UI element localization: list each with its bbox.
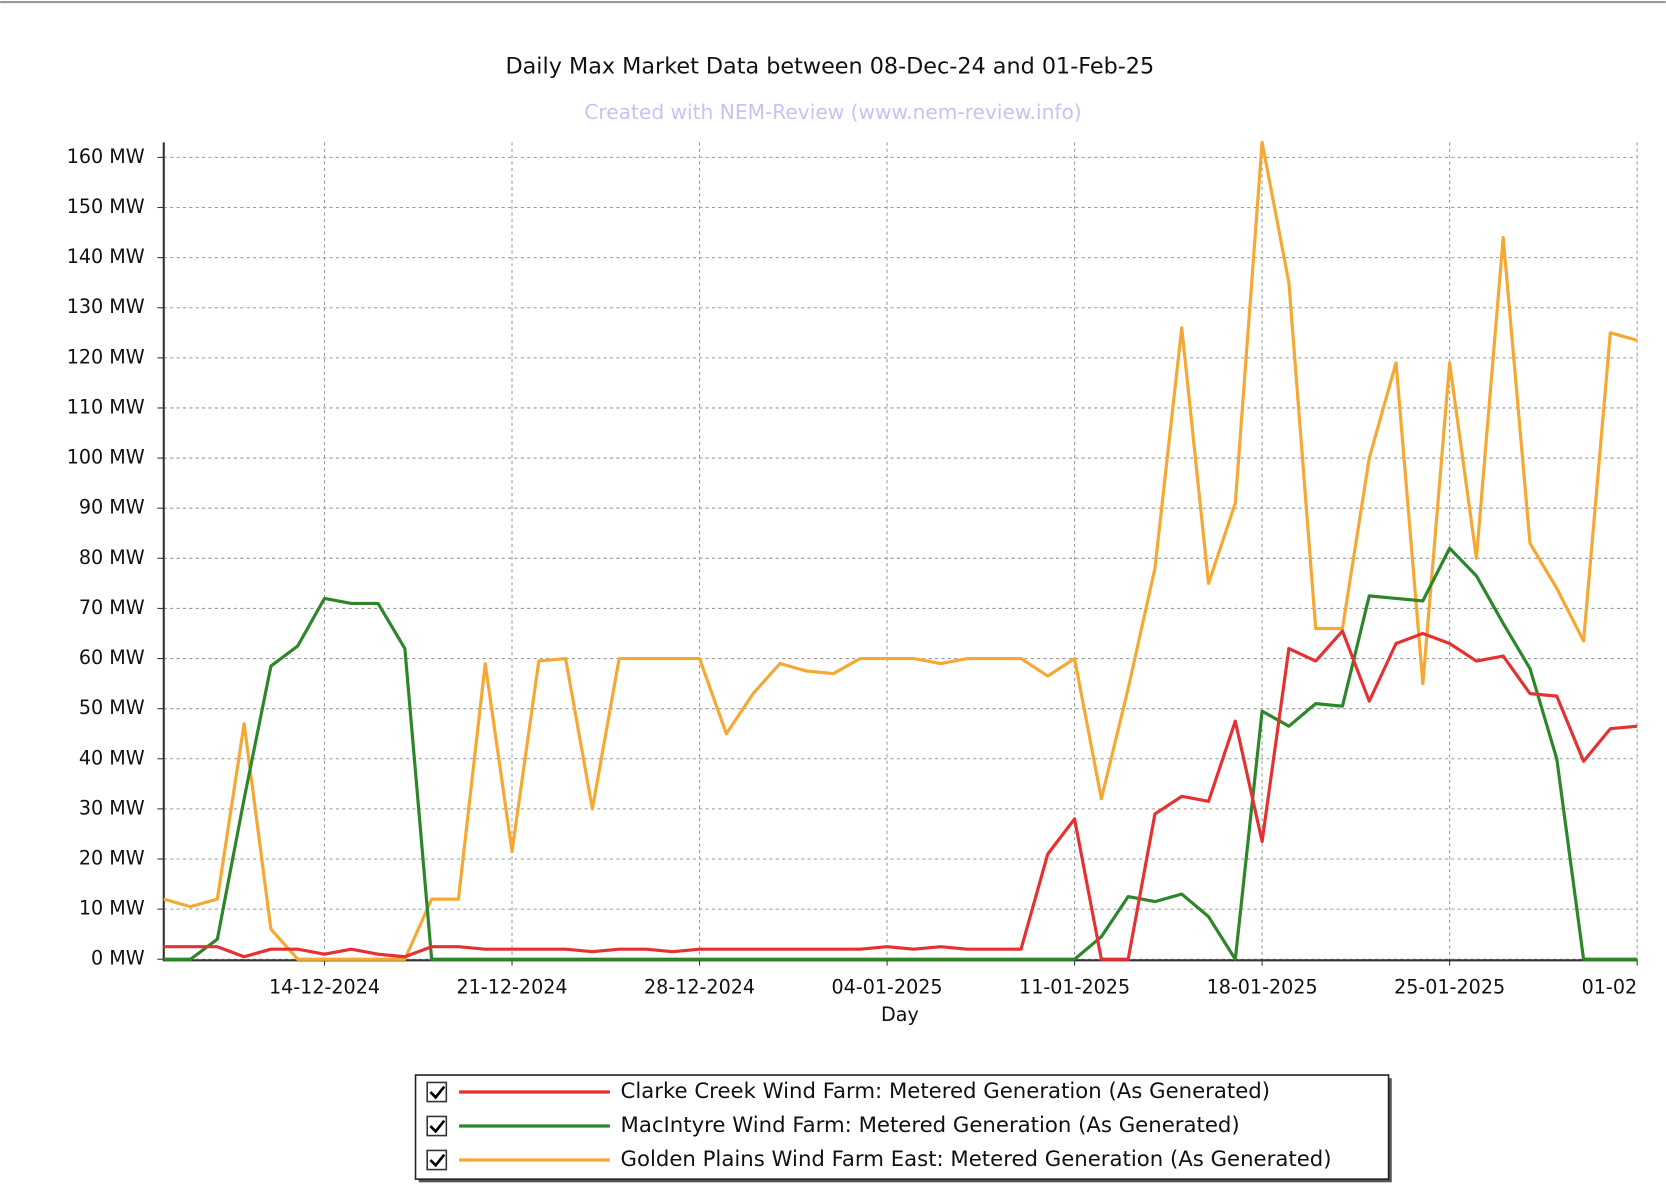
x-tick-label: 21-12-2024 — [456, 975, 567, 998]
y-tick-label: 10 MW — [79, 897, 145, 920]
y-tick-label: 140 MW — [67, 245, 145, 268]
y-tick-label: 90 MW — [79, 496, 145, 519]
legend-label: Golden Plains Wind Farm East: Metered Ge… — [621, 1147, 1332, 1172]
y-tick-label: 70 MW — [79, 596, 145, 619]
legend-label: Clarke Creek Wind Farm: Metered Generati… — [621, 1079, 1271, 1104]
y-tick-label: 60 MW — [79, 646, 145, 669]
series-line — [163, 629, 1638, 961]
y-tick-label: 80 MW — [79, 546, 145, 569]
legend-label: MacIntyre Wind Farm: Metered Generation … — [621, 1113, 1240, 1138]
y-tick-label: 120 MW — [67, 345, 145, 368]
y-tick-label: 150 MW — [67, 195, 145, 218]
y-tick-label: 160 MW — [67, 145, 145, 168]
y-tick-label: 50 MW — [79, 696, 145, 719]
legend-checkbox[interactable] — [426, 1149, 448, 1171]
x-tick-label: 28-12-2024 — [644, 975, 755, 998]
series-line — [163, 546, 1638, 961]
legend-checkmark — [429, 1085, 446, 1100]
x-tick-label: 25-01-2025 — [1394, 975, 1505, 998]
x-tick-label: 01-02-2025 — [1582, 975, 1666, 998]
y-tick-label: 30 MW — [79, 796, 145, 819]
x-tick-label: 11-01-2025 — [1019, 975, 1130, 998]
legend-checkbox[interactable] — [426, 1081, 448, 1103]
x-axis-label: Day — [881, 1003, 919, 1026]
series-line — [163, 140, 1638, 961]
legend-checkmark — [429, 1153, 446, 1168]
chart-title: Daily Max Market Data between 08-Dec-24 … — [505, 53, 1154, 79]
chart-subtitle: Created with NEM-Review (www.nem-review.… — [584, 100, 1081, 124]
x-tick-labels: 14-12-2024 21-12-2024 28-12-2024 04-01-2025… — [269, 975, 1666, 998]
legend-checkbox[interactable] — [426, 1115, 448, 1137]
y-tick-label: 130 MW — [67, 295, 145, 318]
y-tick-label: 20 MW — [79, 847, 145, 870]
x-tick-label: 14-12-2024 — [269, 975, 380, 998]
y-tick-label: 100 MW — [67, 446, 145, 469]
y-tick-label: 110 MW — [67, 395, 145, 418]
x-tick-label: 18-01-2025 — [1207, 975, 1318, 998]
x-tick-label: 04-01-2025 — [832, 975, 943, 998]
y-tick-label: 0 MW — [91, 947, 145, 970]
legend-checkmark — [429, 1119, 446, 1134]
y-tick-label: 40 MW — [79, 746, 145, 769]
